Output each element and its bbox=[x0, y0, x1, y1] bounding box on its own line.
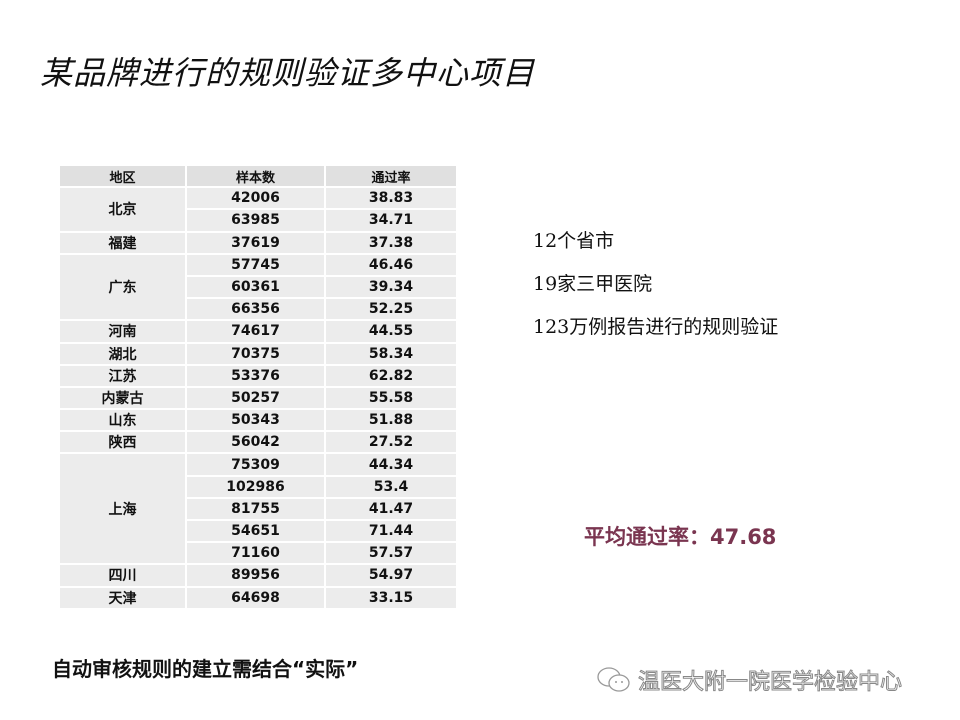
validation-table: 地区 样本数 通过率 北京 42006 38.83 63985 34.71 福建 37619 37… bbox=[58, 163, 458, 610]
table-row: 66356 52.25 bbox=[59, 297, 458, 322]
pass-rate-cell: 52.25 bbox=[324, 297, 458, 322]
pass-rate-cell: 37.38 bbox=[324, 230, 458, 255]
bottom-note: 自动审核规则的建立需结合“实际” bbox=[52, 657, 359, 681]
sample-count-cell: 57745 bbox=[185, 252, 326, 277]
region-cell: 湖北 bbox=[58, 341, 187, 366]
sample-count-cell: 64698 bbox=[185, 585, 326, 610]
table-row: 北京 42006 38.83 bbox=[58, 186, 458, 233]
pass-rate-cell: 71.44 bbox=[324, 518, 458, 544]
average-pass-rate: 平均通过率：47.68 bbox=[584, 525, 777, 549]
region-cell: 江苏 bbox=[58, 363, 187, 388]
table-row: 60361 39.34 bbox=[59, 274, 458, 300]
table-row: 河南 74617 44.55 bbox=[58, 319, 458, 344]
fact-item: 19家三甲医院 bbox=[533, 273, 653, 295]
pass-rate-cell: 58.34 bbox=[324, 341, 458, 366]
sample-count-cell: 63985 bbox=[185, 208, 326, 233]
region-cell: 山东 bbox=[58, 408, 187, 433]
region-cell: 北京 bbox=[58, 186, 187, 233]
pass-rate-cell: 34.71 bbox=[324, 208, 458, 233]
pass-rate-cell: 53.4 bbox=[324, 474, 458, 499]
sample-count-cell: 75309 bbox=[185, 452, 326, 477]
table-row: 天津 64698 33.15 bbox=[58, 585, 458, 610]
table-row: 63985 34.71 bbox=[59, 208, 458, 233]
table-row: 江苏 53376 62.82 bbox=[58, 363, 458, 388]
region-cell: 天津 bbox=[58, 585, 187, 610]
pass-rate-cell: 51.88 bbox=[324, 408, 458, 433]
table-row: 广东 57745 46.46 bbox=[58, 252, 458, 322]
sample-count-cell: 53376 bbox=[185, 363, 326, 388]
column-header: 通过率 bbox=[324, 163, 458, 189]
table-row: 福建 37619 37.38 bbox=[58, 230, 458, 255]
pass-rate-cell: 41.47 bbox=[324, 496, 458, 522]
sample-count-cell: 81755 bbox=[185, 496, 326, 522]
pass-rate-cell: 44.34 bbox=[324, 452, 458, 477]
region-cell: 内蒙古 bbox=[58, 385, 187, 411]
wechat-icon bbox=[597, 667, 630, 692]
pass-rate-cell: 44.55 bbox=[324, 319, 458, 344]
column-header: 样本数 bbox=[185, 163, 326, 189]
table-row: 山东 50343 51.88 bbox=[58, 408, 458, 433]
fact-item: 12个省市 bbox=[533, 230, 615, 252]
fact-item: 123万例报告进行的规则验证 bbox=[533, 316, 779, 338]
sample-count-cell: 102986 bbox=[185, 474, 326, 499]
table-row: 湖北 70375 58.34 bbox=[58, 341, 458, 366]
pass-rate-cell: 54.97 bbox=[324, 563, 458, 588]
table-row: 四川 89956 54.97 bbox=[58, 563, 458, 588]
facts-list: 12个省市 19家三甲医院 123万例报告进行的规则验证 bbox=[533, 226, 778, 355]
sample-count-cell: 60361 bbox=[185, 274, 326, 300]
sample-count-cell: 74617 bbox=[185, 319, 326, 344]
sample-count-cell: 37619 bbox=[185, 230, 326, 255]
table-row: 上海 75309 44.34 bbox=[58, 452, 458, 566]
region-cell: 河南 bbox=[58, 319, 187, 344]
sample-count-cell: 71160 bbox=[185, 541, 326, 566]
table-row: 内蒙古 50257 55.58 bbox=[58, 385, 458, 411]
sample-count-cell: 50257 bbox=[185, 385, 326, 411]
pass-rate-cell: 33.15 bbox=[324, 585, 458, 610]
table-row: 102986 53.4 bbox=[59, 474, 458, 499]
column-header: 地区 bbox=[58, 163, 187, 189]
pass-rate-cell: 46.46 bbox=[324, 252, 458, 277]
region-cell: 福建 bbox=[58, 230, 187, 255]
sample-count-cell: 66356 bbox=[185, 297, 326, 322]
sample-count-cell: 50343 bbox=[185, 408, 326, 433]
sample-count-cell: 56042 bbox=[185, 430, 326, 455]
table-row: 陕西 56042 27.52 bbox=[58, 430, 458, 455]
watermark-text: 温医大附一院医学检验中心 bbox=[637, 670, 903, 696]
sample-count-cell: 70375 bbox=[185, 341, 326, 366]
table-row: 54651 71.44 bbox=[59, 518, 458, 544]
table-row: 71160 57.57 bbox=[59, 541, 458, 566]
sample-count-cell: 89956 bbox=[185, 563, 326, 588]
pass-rate-cell: 62.82 bbox=[324, 363, 458, 388]
sample-count-cell: 54651 bbox=[185, 518, 326, 544]
slide-title: 某品牌进行的规则验证多中心项目 bbox=[40, 54, 536, 92]
region-cell: 上海 bbox=[58, 452, 187, 566]
region-cell: 广东 bbox=[58, 252, 187, 322]
pass-rate-cell: 55.58 bbox=[324, 385, 458, 411]
watermark: 温医大附一院医学检验中心 bbox=[596, 664, 903, 696]
pass-rate-cell: 39.34 bbox=[324, 274, 458, 300]
pass-rate-cell: 57.57 bbox=[324, 541, 458, 566]
table-row: 81755 41.47 bbox=[59, 496, 458, 522]
region-cell: 四川 bbox=[58, 563, 187, 588]
region-cell: 陕西 bbox=[58, 430, 187, 455]
sample-count-cell: 42006 bbox=[185, 186, 326, 211]
pass-rate-cell: 38.83 bbox=[324, 186, 458, 211]
pass-rate-cell: 27.52 bbox=[324, 430, 458, 455]
